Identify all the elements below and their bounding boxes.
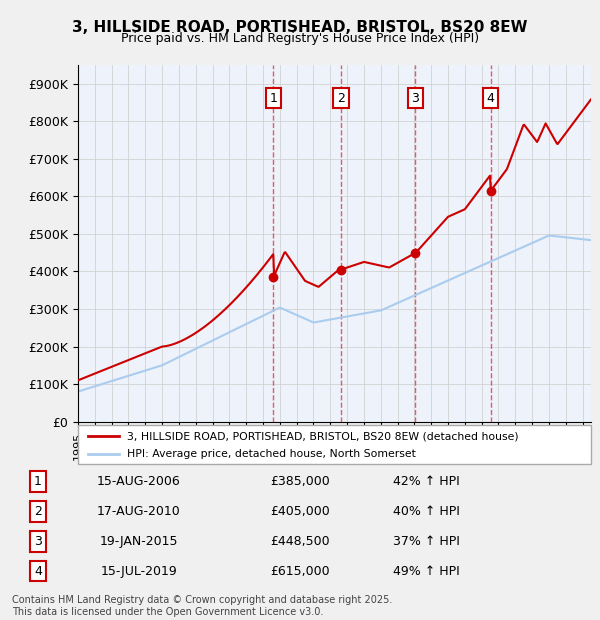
Text: £448,500: £448,500 xyxy=(270,535,330,547)
Text: 3, HILLSIDE ROAD, PORTISHEAD, BRISTOL, BS20 8EW (detached house): 3, HILLSIDE ROAD, PORTISHEAD, BRISTOL, B… xyxy=(127,431,518,441)
Text: 15-AUG-2006: 15-AUG-2006 xyxy=(97,476,181,488)
Text: 42% ↑ HPI: 42% ↑ HPI xyxy=(394,476,460,488)
Text: 3, HILLSIDE ROAD, PORTISHEAD, BRISTOL, BS20 8EW: 3, HILLSIDE ROAD, PORTISHEAD, BRISTOL, B… xyxy=(72,20,528,35)
Text: £615,000: £615,000 xyxy=(270,565,330,577)
Text: 19-JAN-2015: 19-JAN-2015 xyxy=(100,535,178,547)
Text: 40% ↑ HPI: 40% ↑ HPI xyxy=(393,505,460,518)
Text: £405,000: £405,000 xyxy=(270,505,330,518)
Text: 15-JUL-2019: 15-JUL-2019 xyxy=(100,565,177,577)
Text: Contains HM Land Registry data © Crown copyright and database right 2025.
This d: Contains HM Land Registry data © Crown c… xyxy=(12,595,392,617)
Text: 3: 3 xyxy=(34,535,42,547)
Text: 17-AUG-2010: 17-AUG-2010 xyxy=(97,505,181,518)
Text: 1: 1 xyxy=(34,476,42,488)
Text: 2: 2 xyxy=(337,92,345,105)
FancyBboxPatch shape xyxy=(78,425,591,464)
Text: 4: 4 xyxy=(34,565,42,577)
Text: 2: 2 xyxy=(34,505,42,518)
Text: 3: 3 xyxy=(412,92,419,105)
Text: 4: 4 xyxy=(487,92,494,105)
Text: Price paid vs. HM Land Registry's House Price Index (HPI): Price paid vs. HM Land Registry's House … xyxy=(121,32,479,45)
Text: 49% ↑ HPI: 49% ↑ HPI xyxy=(394,565,460,577)
Text: HPI: Average price, detached house, North Somerset: HPI: Average price, detached house, Nort… xyxy=(127,449,416,459)
Text: 1: 1 xyxy=(269,92,277,105)
Text: 37% ↑ HPI: 37% ↑ HPI xyxy=(393,535,460,547)
Text: £385,000: £385,000 xyxy=(270,476,330,488)
